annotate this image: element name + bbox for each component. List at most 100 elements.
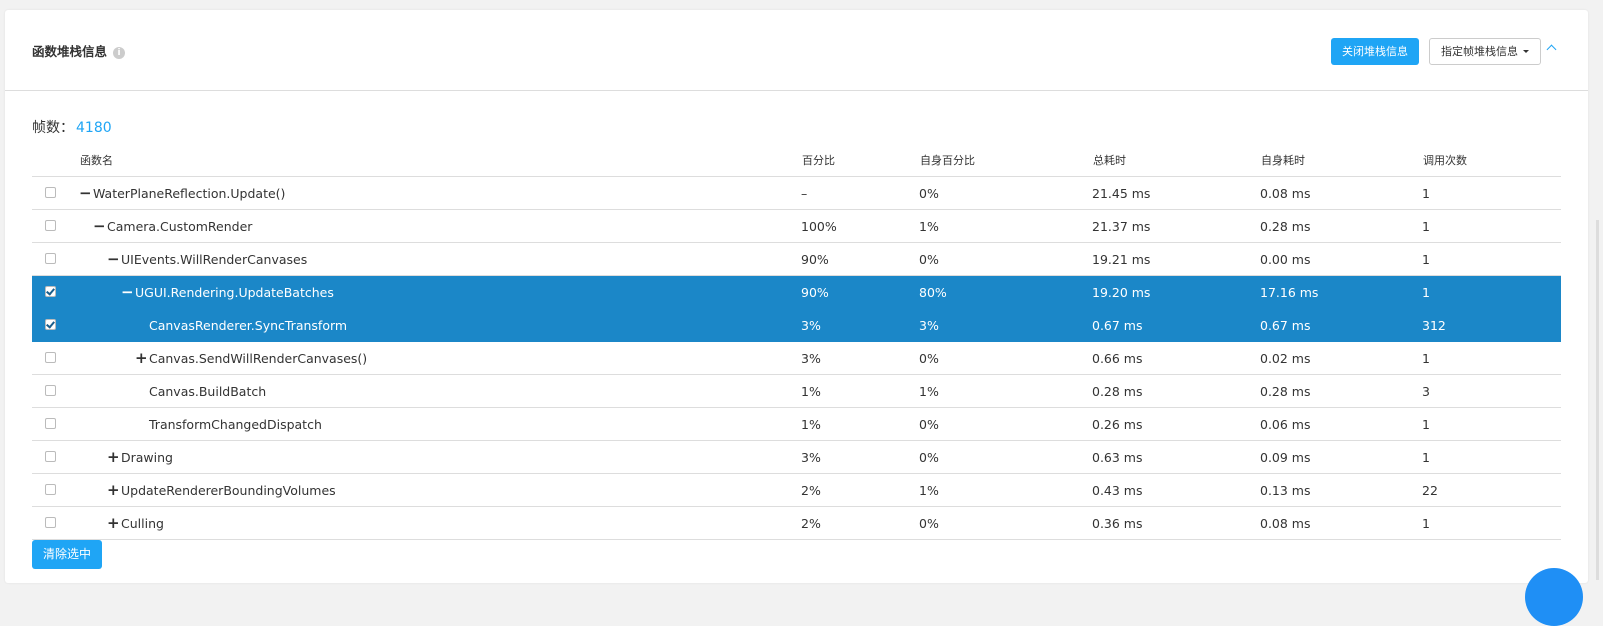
checkbox[interactable]	[45, 516, 56, 528]
stack-card: 函数堆栈信息 i 关闭堆栈信息 指定帧堆栈信息 帧数： 4180 函数名 百分比 自身百…	[5, 10, 1588, 583]
checkbox[interactable]	[45, 384, 56, 396]
value-cell: 22	[1422, 473, 1561, 507]
value-cell: 0%	[919, 242, 1092, 276]
collapse-caret[interactable]	[1546, 44, 1557, 55]
name-cell: +Drawing	[79, 440, 801, 474]
value-cell: 0.00 ms	[1260, 242, 1422, 276]
checkbox-cell	[32, 275, 79, 309]
value-cell: 0%	[919, 176, 1092, 210]
info-icon[interactable]: i	[113, 47, 126, 59]
chat-button[interactable]	[1525, 568, 1583, 626]
toggle-icon[interactable]: +	[107, 481, 120, 499]
table-row[interactable]: +Canvas.SendWillRenderCanvases() 3% 0% 0.66…	[32, 341, 1561, 375]
value-cell: 0%	[919, 341, 1092, 375]
close-stack-button[interactable]: 关闭堆栈信息	[1331, 38, 1419, 65]
value-cell: 17.16 ms	[1260, 275, 1422, 309]
value-cell: 0%	[919, 407, 1092, 441]
value-cell: 1	[1422, 341, 1561, 375]
checkbox-cell	[32, 209, 79, 243]
value-cell: –	[801, 176, 919, 210]
checkbox[interactable]	[45, 450, 56, 462]
checkbox[interactable]	[45, 186, 56, 198]
table-row[interactable]: TransformChangedDispatch 1% 0% 0.26 ms 0.06 …	[32, 407, 1561, 441]
toggle-icon[interactable]: +	[107, 514, 120, 532]
checkbox[interactable]	[45, 417, 56, 429]
value-cell: 312	[1422, 308, 1561, 342]
checkbox-cell	[32, 176, 79, 210]
column-header: 自身耗时	[1260, 143, 1422, 177]
table-row[interactable]: +Drawing 3% 0% 0.63 ms 0.09 ms 1	[32, 440, 1561, 474]
function-name: Drawing	[121, 450, 173, 465]
value-cell: 0%	[919, 440, 1092, 474]
value-cell: 2%	[801, 506, 919, 540]
column-header: 自身百分比	[919, 143, 1092, 177]
value-cell: 0.63 ms	[1092, 440, 1260, 474]
value-cell: 0.06 ms	[1260, 407, 1422, 441]
header-row: 函数名 百分比 自身百分比 总耗时 自身耗时 调用次数	[32, 143, 1561, 177]
value-cell: 0.02 ms	[1260, 341, 1422, 375]
checkbox[interactable]	[45, 351, 56, 363]
checkbox-cell	[32, 440, 79, 474]
name-cell: −UGUI.Rendering.UpdateBatches	[79, 275, 801, 309]
toggle-icon[interactable]: −	[107, 250, 120, 268]
table-row[interactable]: −WaterPlaneReflection.Update() –0% 21.45 m…	[32, 176, 1561, 210]
checkbox[interactable]	[45, 219, 56, 231]
checkbox[interactable]	[45, 252, 56, 264]
frame-info: 帧数： 4180	[32, 117, 112, 137]
table-row[interactable]: +Culling 2% 0% 0.36 ms 0.08 ms 1	[32, 506, 1561, 540]
checkbox[interactable]	[45, 483, 56, 495]
name-cell: +Canvas.SendWillRenderCanvases()	[79, 341, 801, 375]
toggle-icon[interactable]: −	[79, 184, 92, 202]
table-row[interactable]: −UIEvents.WillRenderCanvases 90% 0% 19.21 m…	[32, 242, 1561, 276]
value-cell: 80%	[919, 275, 1092, 309]
value-cell: 1	[1422, 506, 1561, 540]
name-wrap: +Culling	[79, 514, 164, 532]
name-wrap: +UpdateRendererBoundingVolumes	[79, 481, 336, 499]
function-name: Canvas.BuildBatch	[149, 383, 267, 399]
name-cell: +UpdateRendererBoundingVolumes	[79, 473, 801, 507]
table-row[interactable]: CanvasRenderer.SyncTransform 3% 3% 0.67 ms 0…	[32, 308, 1561, 342]
checkbox-header	[32, 143, 79, 177]
function-name: TransformChangedDispatch	[149, 416, 322, 432]
value-cell: 1%	[801, 407, 919, 441]
function-name: WaterPlaneReflection.Update()	[93, 186, 286, 201]
value-cell: 1	[1422, 275, 1561, 309]
name-wrap: −UIEvents.WillRenderCanvases	[79, 250, 308, 268]
clear-selection-button[interactable]: 清除选中	[32, 540, 103, 569]
column-header: 调用次数	[1422, 143, 1561, 177]
checkbox-cell	[32, 308, 79, 342]
value-cell: 1	[1422, 242, 1561, 276]
value-cell: 0.28 ms	[1260, 209, 1422, 243]
value-cell: 0.26 ms	[1092, 407, 1260, 441]
value-cell: 0.28 ms	[1092, 374, 1260, 408]
value-cell: 21.37 ms	[1092, 209, 1260, 243]
checkbox[interactable]	[45, 318, 56, 330]
table-row[interactable]: +UpdateRendererBoundingVolumes 2% 1% 0.43 m…	[32, 473, 1561, 507]
toggle-icon[interactable]: +	[107, 448, 120, 466]
toggle-icon[interactable]: −	[93, 217, 106, 235]
function-name: UIEvents.WillRenderCanvases	[121, 252, 308, 267]
value-cell: 19.20 ms	[1092, 275, 1260, 309]
column-header: 百分比	[801, 143, 919, 177]
function-name: Canvas.SendWillRenderCanvases()	[149, 351, 368, 366]
value-cell: 1%	[919, 473, 1092, 507]
page: 函数堆栈信息 i 关闭堆栈信息 指定帧堆栈信息 帧数： 4180 函数名 百分比 自身百…	[0, 0, 1603, 594]
name-cell: −UIEvents.WillRenderCanvases	[79, 242, 801, 276]
name-wrap: CanvasRenderer.SyncTransform	[79, 318, 347, 333]
table-row[interactable]: −Camera.CustomRender 100% 1% 21.37 ms 0.28 m…	[32, 209, 1561, 243]
scrollbar	[1596, 220, 1599, 580]
table-row[interactable]: −UGUI.Rendering.UpdateBatches 90% 80% 19.20…	[32, 275, 1561, 309]
toggle-icon[interactable]: +	[135, 349, 148, 367]
value-cell: 0.09 ms	[1260, 440, 1422, 474]
toggle-icon[interactable]: −	[121, 283, 134, 301]
value-cell: 3%	[801, 308, 919, 342]
checkbox[interactable]	[45, 285, 56, 297]
table-row[interactable]: Canvas.BuildBatch 1% 1% 0.28 ms 0.28 ms 3	[32, 374, 1561, 408]
checkbox-cell	[32, 374, 79, 408]
frame-stack-dropdown[interactable]: 指定帧堆栈信息	[1429, 38, 1541, 65]
checkbox-cell	[32, 242, 79, 276]
name-cell: Canvas.BuildBatch	[79, 374, 801, 408]
value-cell: 3%	[801, 440, 919, 474]
value-cell: 0.28 ms	[1260, 374, 1422, 408]
checkbox-cell	[32, 506, 79, 540]
